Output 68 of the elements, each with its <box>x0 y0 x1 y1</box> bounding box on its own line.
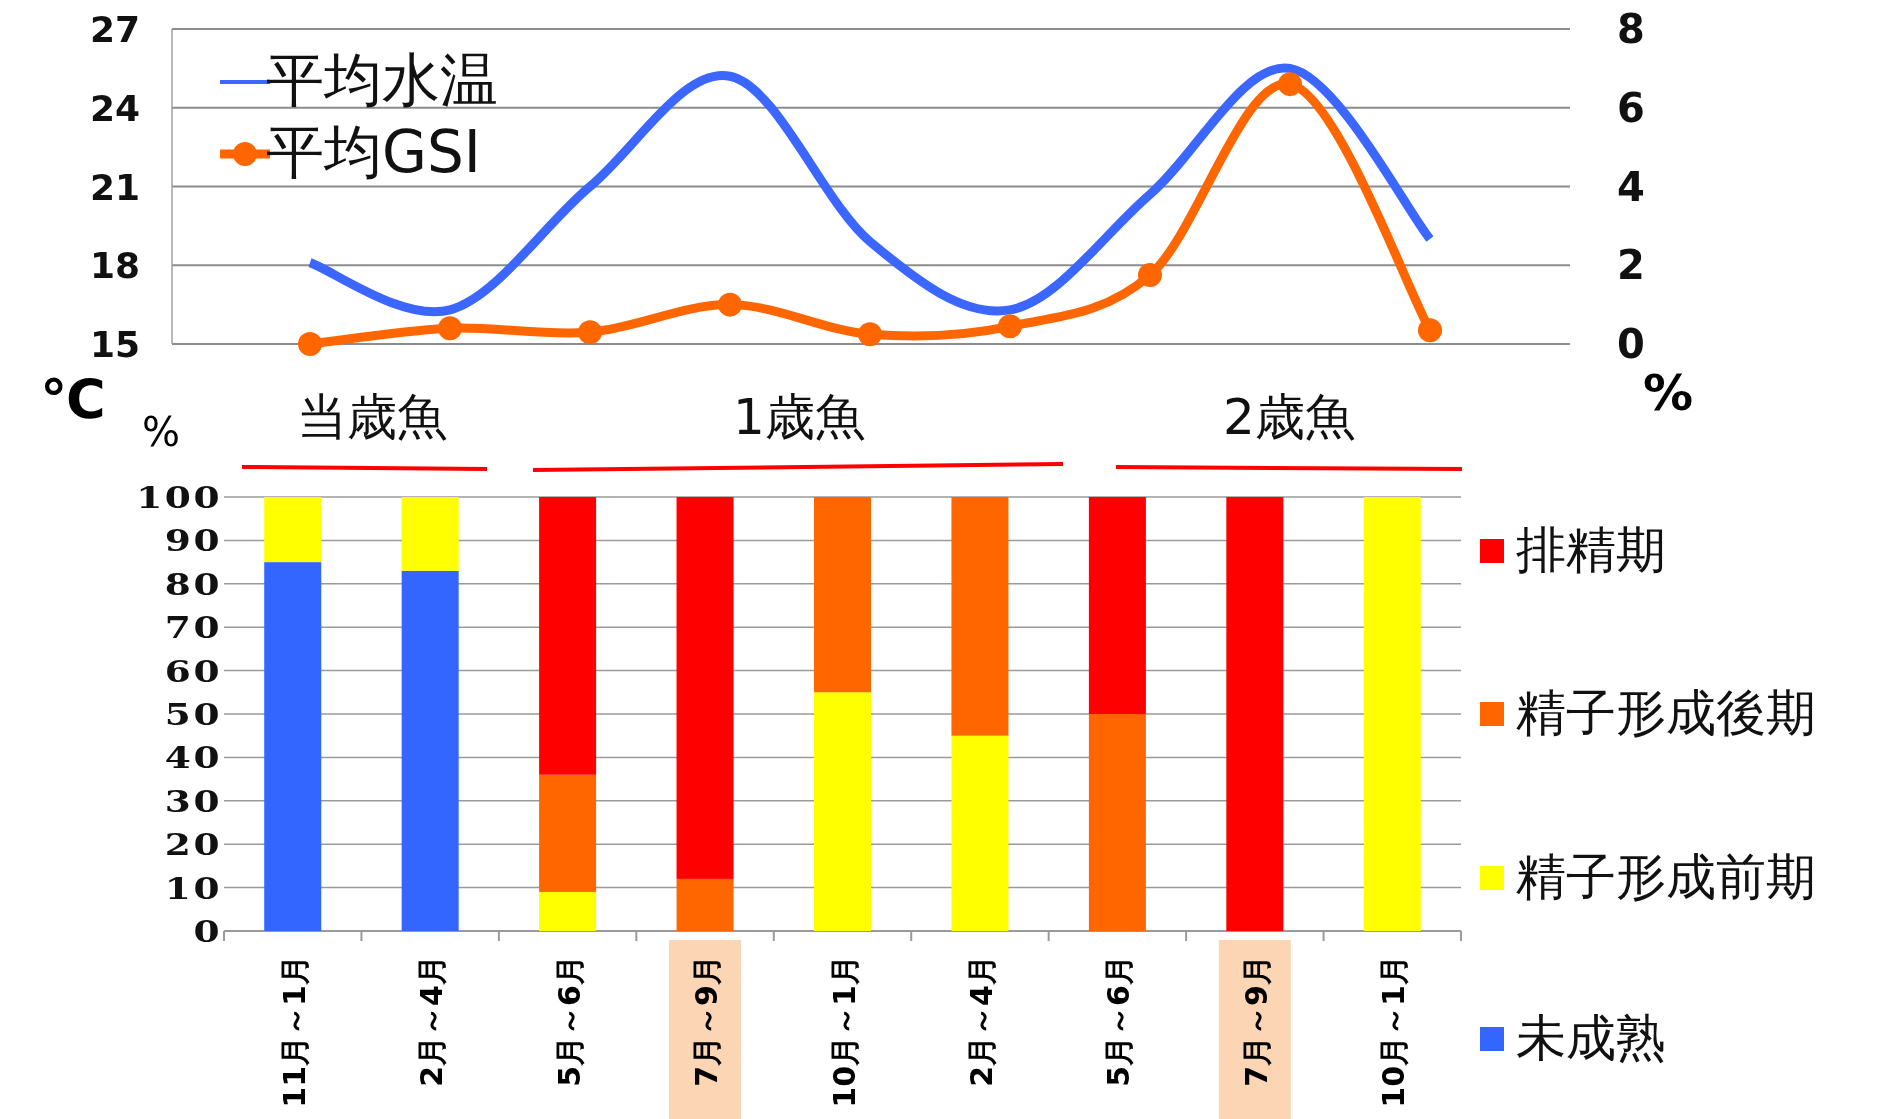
legend-label: 排精期 <box>1516 521 1666 579</box>
x-tick-label: 11月～1月 <box>276 955 312 1108</box>
y2-tick-label: 4 <box>1617 163 1645 210</box>
bar <box>539 891 597 931</box>
bar <box>401 570 459 931</box>
y2-tick-label: 8 <box>1617 6 1645 52</box>
point <box>438 316 462 341</box>
point <box>1138 263 1162 288</box>
y-tick-label: 21 <box>89 166 140 208</box>
y2-axis-title: % <box>1642 364 1694 422</box>
bar <box>951 735 1009 931</box>
y-axis-title: % <box>141 409 181 455</box>
y-axis-title: ℃ <box>40 368 106 431</box>
y-tick-label: 30 <box>164 783 222 819</box>
x-tick-label: 5月～6月 <box>1101 955 1137 1087</box>
y2-tick-label: 0 <box>1617 321 1645 367</box>
y-tick-label: 70 <box>164 609 222 646</box>
y-tick-label: 0 <box>193 913 222 950</box>
x-tick-label: 7月～9月 <box>1238 955 1274 1087</box>
bar <box>1226 497 1284 931</box>
legend-label: 精子形成前期 <box>1516 848 1816 906</box>
bar <box>539 774 597 892</box>
point <box>578 320 602 345</box>
y-tick-label: 80 <box>164 566 222 602</box>
bar <box>676 497 734 879</box>
y-tick-label: 50 <box>164 696 222 733</box>
point <box>298 332 322 356</box>
bar <box>264 497 322 563</box>
bar <box>1088 497 1146 714</box>
y-tick-label: 18 <box>89 245 140 287</box>
bar <box>814 497 871 693</box>
point <box>718 292 742 317</box>
legend-label: 未成熟 <box>1516 1009 1666 1067</box>
bar <box>1088 714 1146 931</box>
y-tick-label: 27 <box>89 9 140 50</box>
bar <box>1363 497 1421 931</box>
x-tick-label: 10月～1月 <box>1376 955 1412 1108</box>
bar <box>814 692 871 931</box>
y-tick-label: 40 <box>164 740 222 776</box>
point <box>1278 72 1302 97</box>
bar <box>401 497 459 571</box>
x-tick-label: 2月～4月 <box>414 955 450 1087</box>
legend-label: 平均GSI <box>266 118 481 186</box>
bar <box>676 878 734 931</box>
text: 2歳魚 <box>1223 388 1355 446</box>
y2-tick-label: 6 <box>1617 84 1645 131</box>
point <box>1418 318 1442 343</box>
y-tick-label: 20 <box>164 826 222 863</box>
bar <box>264 562 322 931</box>
legend-label: 精子形成後期 <box>1516 684 1816 742</box>
x-tick-label: 10月～1月 <box>826 955 862 1108</box>
text: 当歳魚 <box>297 388 447 446</box>
bar <box>539 497 597 775</box>
point <box>998 314 1022 339</box>
x-tick-label: 2月～4月 <box>963 955 999 1087</box>
point <box>858 322 882 347</box>
y-tick-label: 10 <box>164 870 222 906</box>
text: 1歳魚 <box>733 388 865 446</box>
y-tick-label: 100 <box>136 479 222 516</box>
x-tick-label: 7月～9月 <box>689 955 725 1087</box>
y-tick-label: 90 <box>164 523 222 559</box>
y-tick-label: 24 <box>89 87 140 129</box>
y-tick-label: 60 <box>164 653 222 689</box>
x-tick-label: 5月～6月 <box>551 955 587 1087</box>
y2-tick-label: 2 <box>1617 242 1645 289</box>
y-tick-label: 15 <box>89 324 140 365</box>
bar <box>951 497 1009 736</box>
legend-label: 平均水温 <box>266 46 498 114</box>
